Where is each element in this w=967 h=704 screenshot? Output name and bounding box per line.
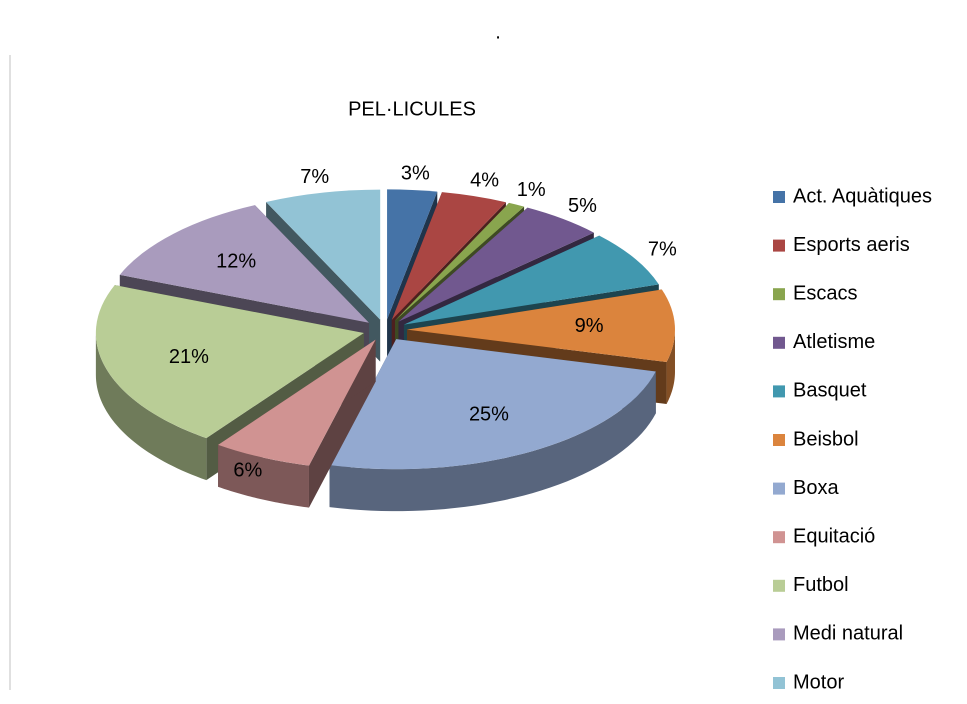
legend-label: Act. Aquàtiques (793, 185, 932, 207)
legend-swatch (773, 628, 785, 641)
legend-swatch (773, 677, 785, 689)
slice-side (218, 444, 309, 508)
data-label: 1% (517, 179, 546, 201)
legend-label: Boxa (793, 477, 839, 499)
legend-swatch (773, 336, 785, 349)
legend-label: Futbol (793, 574, 849, 596)
slice-top (119, 205, 369, 323)
legend-label: Motor (793, 671, 844, 693)
legend-swatch (773, 482, 785, 495)
slice-side (666, 329, 675, 404)
legend-label: Medi natural (793, 623, 903, 645)
slice-side (95, 332, 207, 481)
slice (218, 339, 376, 508)
annotation: . (495, 21, 501, 43)
data-label: 12% (216, 250, 256, 272)
legend-swatch (773, 239, 785, 252)
slice (329, 339, 656, 512)
legend-label: Atletisme (793, 331, 875, 353)
slice-top (391, 192, 506, 320)
legend-label: Equitació (793, 525, 875, 547)
slice-top (266, 189, 381, 320)
slice-side (329, 371, 656, 512)
data-label: 5% (568, 195, 597, 217)
slice-top (387, 189, 438, 320)
legend-label: Escacs (793, 282, 857, 304)
slice-top (329, 339, 656, 470)
chart-title: PEL·LICULES (348, 98, 476, 120)
slice-top (95, 285, 364, 439)
slice-top (406, 289, 675, 362)
legend-swatch (773, 385, 785, 398)
data-label: 7% (300, 166, 329, 188)
slice-top (394, 202, 525, 321)
data-label: 21% (169, 346, 209, 368)
data-label: 9% (575, 315, 604, 337)
legend-label: Basquet (793, 380, 867, 402)
legend-swatch (773, 288, 785, 301)
data-label: 4% (470, 170, 499, 192)
data-label: 7% (648, 239, 677, 261)
slice-top (403, 235, 659, 325)
data-label: 3% (401, 163, 430, 185)
data-label: 25% (469, 404, 509, 426)
slice-top (398, 207, 594, 322)
slice-top (218, 339, 376, 466)
legend-label: Esports aeris (793, 234, 910, 256)
data-label: 6% (233, 460, 262, 482)
legend-swatch (773, 531, 785, 544)
legend-swatch (773, 579, 785, 592)
legend-label: Beisbol (793, 428, 859, 450)
legend-swatch (773, 434, 785, 446)
legend-swatch (773, 191, 785, 203)
